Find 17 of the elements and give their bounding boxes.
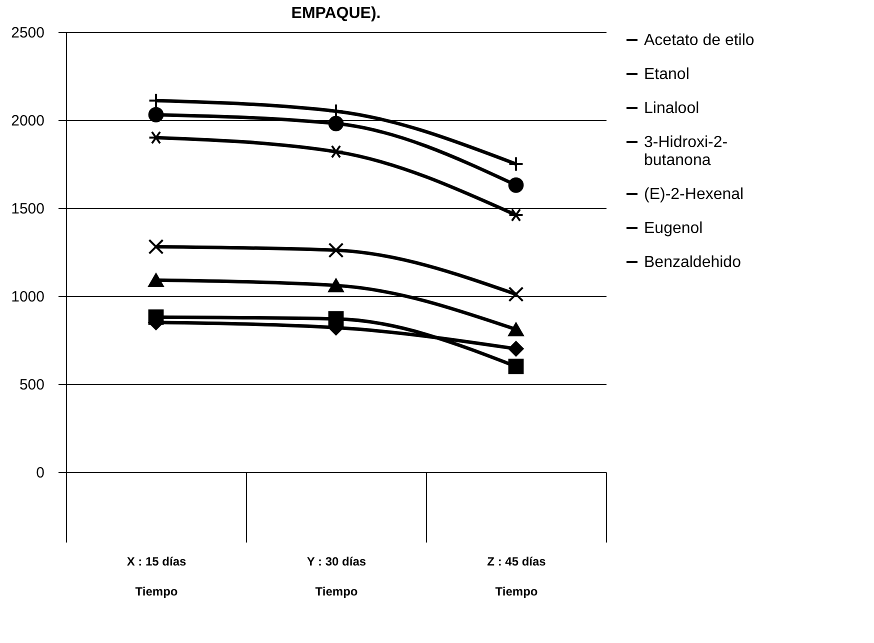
category-label: Y : 30 días Tiempo bbox=[306, 554, 366, 598]
legend-label: Benzaldehido bbox=[644, 254, 742, 271]
y-tick-label: 2000 bbox=[11, 112, 44, 130]
y-tick-label: 1000 bbox=[11, 288, 44, 306]
legend-label: Etanol bbox=[644, 66, 690, 83]
y-tick-label: 500 bbox=[19, 376, 44, 394]
y-tick-label: 2500 bbox=[11, 24, 44, 42]
category-label: X : 15 días Tiempo bbox=[126, 554, 186, 598]
legend-label: 3-Hidroxi-2- butanona bbox=[644, 134, 728, 169]
legend-label: Acetato de etilo bbox=[644, 32, 754, 49]
legend-label: Linalool bbox=[644, 100, 700, 117]
y-tick-label: 1500 bbox=[11, 200, 44, 218]
chart-title: EMPAQUE). bbox=[291, 5, 381, 22]
legend-label: Eugenol bbox=[644, 220, 703, 237]
legend-label: (E)-2-Hexenal bbox=[644, 186, 744, 203]
y-tick-label: 0 bbox=[36, 464, 44, 482]
category-label: Z : 45 días Tiempo bbox=[487, 554, 546, 598]
